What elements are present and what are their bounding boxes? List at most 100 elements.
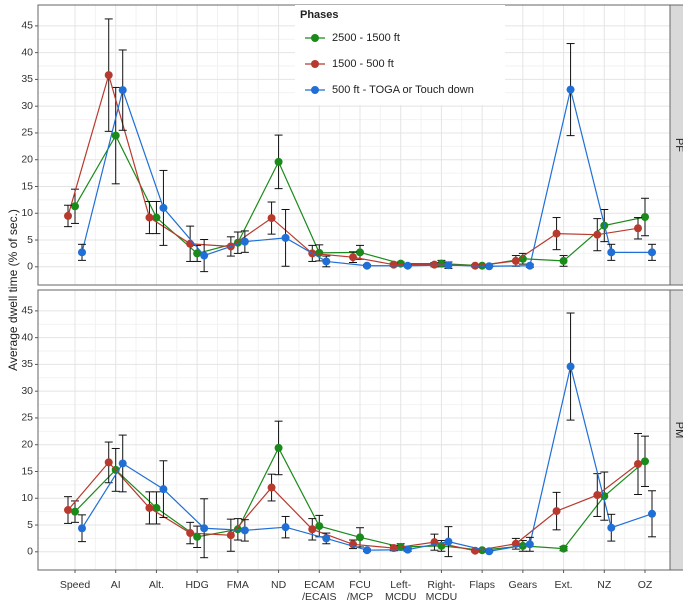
legend-label: 1500 - 500 ft	[332, 58, 394, 70]
x-tick-label-line: Right-	[427, 579, 456, 591]
point	[281, 523, 290, 532]
point	[634, 459, 642, 468]
x-tick-label-line: /MCP	[347, 591, 373, 603]
x-tick-label-line: /ECAIS	[302, 591, 336, 603]
point	[322, 257, 331, 266]
y-tick-label: 35	[21, 73, 33, 85]
x-tick-label-line: ECAM	[304, 579, 334, 591]
point	[186, 529, 195, 538]
point	[396, 259, 405, 268]
x-tick-label: Ext.	[555, 579, 573, 591]
x-tick-label: OZ	[638, 579, 653, 591]
y-tick-label: 45	[21, 20, 33, 32]
point	[64, 211, 72, 220]
point	[193, 532, 202, 541]
y-tick-label: 25	[21, 412, 33, 424]
point	[559, 544, 568, 553]
y-tick-label: 15	[21, 465, 33, 477]
x-tick-label: ND	[271, 579, 287, 591]
legend-label: 500 ft - TOGA or Touch down	[332, 84, 474, 96]
point	[389, 260, 398, 269]
point	[485, 262, 494, 271]
point	[274, 443, 283, 452]
point	[152, 213, 161, 222]
y-tick-label: 5	[27, 519, 33, 531]
point	[559, 256, 568, 265]
point	[403, 545, 412, 554]
point	[566, 362, 575, 371]
point	[363, 546, 371, 555]
x-tick-label-line: Alt.	[149, 579, 164, 591]
point	[267, 214, 276, 223]
legend-label: 2500 - 1500 ft	[332, 32, 400, 44]
point	[607, 248, 616, 257]
point	[518, 254, 527, 263]
point	[437, 259, 446, 268]
y-tick-label: 45	[21, 305, 33, 317]
x-tick-label-line: Gears	[509, 579, 538, 591]
point	[648, 509, 656, 518]
point	[118, 459, 127, 468]
y-tick-label: 25	[21, 127, 33, 139]
y-tick-label: 40	[21, 331, 33, 343]
point	[607, 523, 616, 532]
x-tick-label: Speed	[60, 579, 91, 591]
x-tick-label-line: HDG	[185, 579, 208, 591]
x-tick-label-line: MCDU	[426, 591, 458, 603]
point	[356, 248, 364, 257]
y-tick-label: 10	[21, 492, 33, 504]
legend-key-point	[311, 86, 319, 94]
point	[485, 547, 494, 556]
x-tick-label: ECAM/ECAIS	[302, 579, 336, 603]
x-tick-label: Right-MCDU	[426, 579, 458, 603]
point	[641, 213, 649, 222]
y-tick-label: 20	[21, 154, 33, 166]
legend-box	[295, 5, 505, 105]
x-tick-label-line: OZ	[638, 579, 653, 591]
point	[363, 261, 371, 270]
y-tick-label: 40	[21, 46, 33, 58]
point	[200, 524, 209, 533]
point	[648, 248, 656, 257]
point	[159, 485, 168, 494]
strip	[669, 4, 683, 286]
y-tick-label: 30	[21, 385, 33, 397]
y-axis-label: Average dwell time (% of sec.)	[6, 209, 20, 371]
point	[403, 261, 412, 270]
point	[64, 506, 72, 515]
point	[349, 253, 357, 262]
point	[186, 239, 195, 248]
point	[308, 525, 317, 534]
panel-background	[38, 290, 670, 570]
point	[430, 260, 439, 269]
point	[152, 503, 161, 512]
x-tick-label-line: NZ	[597, 579, 612, 591]
y-tick-label: 10	[21, 207, 33, 219]
x-tick-label-line: FMA	[227, 579, 249, 591]
legend-title: Phases	[300, 9, 339, 21]
point	[281, 233, 290, 242]
point	[104, 71, 113, 80]
y-tick-label: 0	[27, 546, 33, 558]
x-tick-label-line: Flaps	[469, 579, 495, 591]
point	[226, 531, 235, 540]
point	[511, 256, 520, 265]
point	[641, 457, 649, 466]
point	[200, 251, 209, 260]
point	[78, 524, 86, 533]
point	[159, 203, 168, 212]
point	[634, 224, 642, 233]
point	[444, 261, 453, 270]
point	[566, 85, 575, 94]
x-tick-label: Alt.	[149, 579, 164, 591]
x-tick-label-line: MCDU	[385, 591, 417, 603]
point	[274, 157, 283, 166]
x-tick-label: FMA	[227, 579, 249, 591]
x-tick-label-line: FCU	[349, 579, 371, 591]
x-tick-label-line: ND	[271, 579, 287, 591]
point	[322, 534, 331, 543]
x-tick-label: HDG	[185, 579, 208, 591]
x-tick-label: Flaps	[469, 579, 495, 591]
point	[593, 491, 602, 500]
